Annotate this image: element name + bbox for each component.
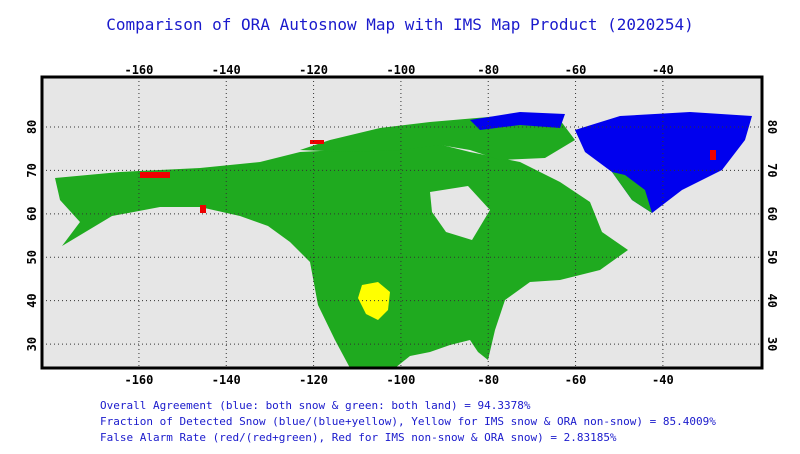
- lat-tick-label: 50: [765, 250, 779, 264]
- lon-tick-label: -140: [212, 63, 241, 77]
- red-pixels: [310, 140, 324, 144]
- lon-tick-label: -40: [652, 373, 674, 387]
- lat-tick-label: 40: [765, 293, 779, 307]
- red-pixels: [140, 172, 170, 178]
- lat-tick-label: 60: [25, 207, 39, 221]
- lon-tick-label: -60: [565, 63, 587, 77]
- map-area: [40, 75, 764, 370]
- greenland-edge: [612, 172, 652, 213]
- lat-tick-label: 50: [25, 250, 39, 264]
- lon-tick-label: -100: [386, 63, 415, 77]
- lat-tick-label: 30: [765, 337, 779, 351]
- red-pixels: [710, 150, 716, 160]
- lon-tick-label: -160: [124, 373, 153, 387]
- lat-tick-label: 70: [765, 163, 779, 177]
- lon-tick-label: -160: [124, 63, 153, 77]
- lat-tick-label: 30: [25, 337, 39, 351]
- false-alarm-snow: [140, 140, 716, 213]
- lat-tick-label: 80: [765, 120, 779, 134]
- lon-tick-label: -140: [212, 373, 241, 387]
- lon-tick-label: -60: [565, 373, 587, 387]
- lon-tick-label: -80: [477, 373, 499, 387]
- lon-tick-label: -40: [652, 63, 674, 77]
- arctic-snow: [470, 112, 565, 130]
- land-north-america: [55, 142, 628, 368]
- red-pixels: [200, 205, 206, 213]
- lon-tick-label: -120: [299, 373, 328, 387]
- lat-tick-label: 70: [25, 163, 39, 177]
- map-title: Comparison of ORA Autosnow Map with IMS …: [106, 15, 694, 34]
- lon-tick-label: -100: [386, 373, 415, 387]
- lon-tick-label: -120: [299, 63, 328, 77]
- stat-line: Fraction of Detected Snow (blue/(blue+ye…: [100, 415, 716, 428]
- stat-line: False Alarm Rate (red/(red+green), Red f…: [100, 431, 617, 444]
- lat-tick-label: 60: [765, 207, 779, 221]
- greenland: [575, 112, 752, 213]
- stat-line: Overall Agreement (blue: both snow & gre…: [100, 399, 531, 412]
- hudson-bay: [430, 186, 490, 240]
- map-frame: [40, 75, 764, 370]
- lon-tick-label: -80: [477, 63, 499, 77]
- lat-tick-label: 80: [25, 120, 39, 134]
- lat-tick-label: 40: [25, 293, 39, 307]
